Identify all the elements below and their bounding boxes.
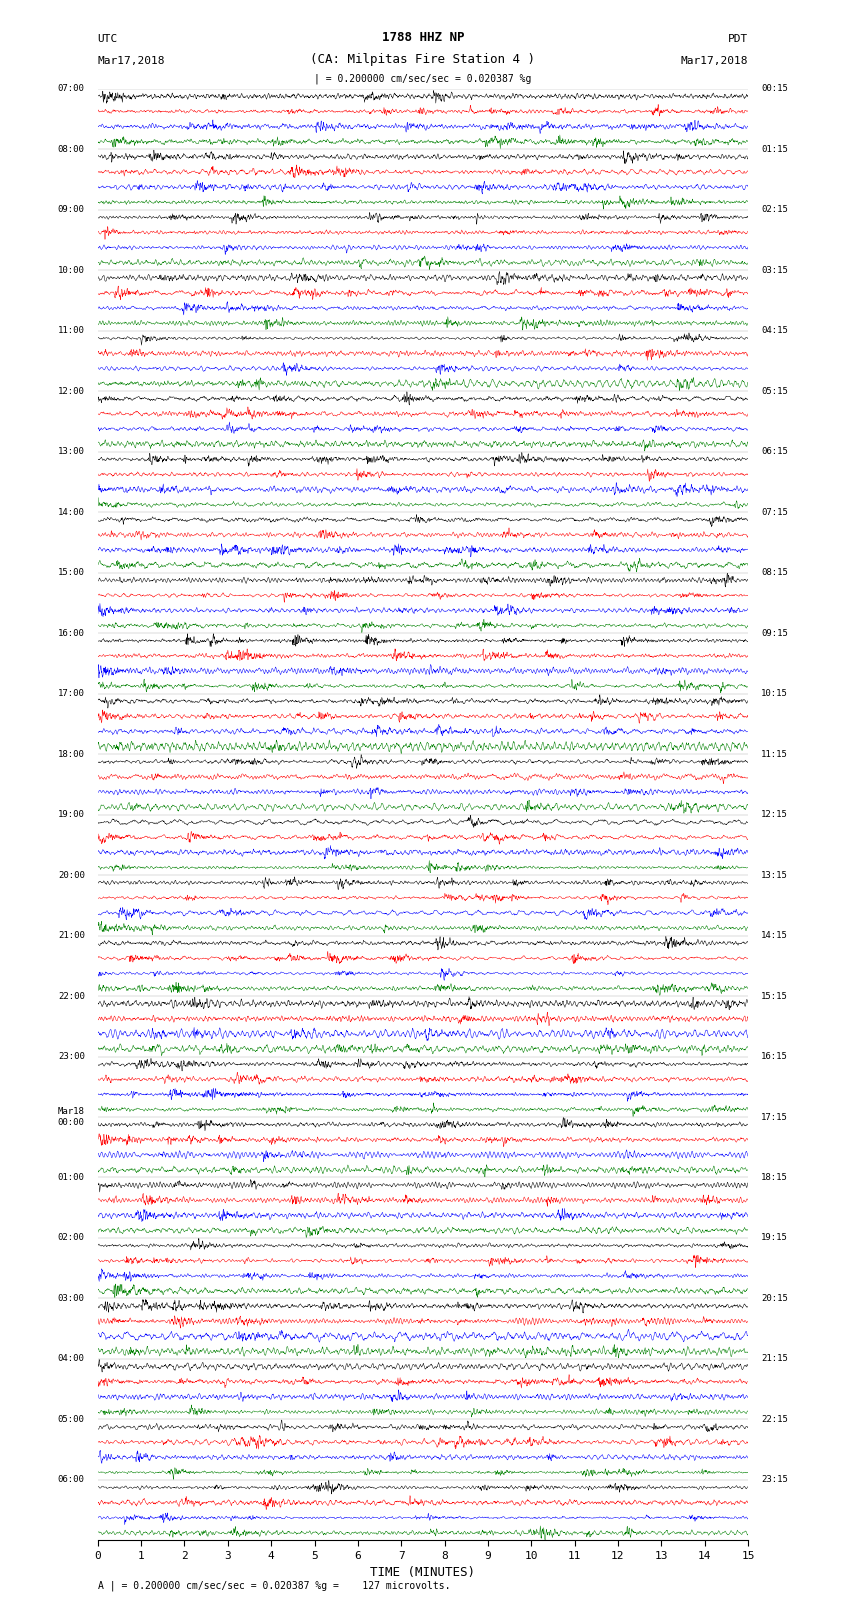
Text: 02:00: 02:00 [58, 1234, 85, 1242]
Text: 05:00: 05:00 [58, 1415, 85, 1424]
Text: 13:00: 13:00 [58, 447, 85, 456]
Text: 08:15: 08:15 [761, 568, 788, 577]
Text: 12:15: 12:15 [761, 810, 788, 819]
Text: 15:00: 15:00 [58, 568, 85, 577]
Text: 09:15: 09:15 [761, 629, 788, 637]
Text: 17:00: 17:00 [58, 689, 85, 698]
Text: 08:00: 08:00 [58, 145, 85, 153]
Text: 12:00: 12:00 [58, 387, 85, 395]
Text: 23:00: 23:00 [58, 1052, 85, 1061]
Text: 15:15: 15:15 [761, 992, 788, 1000]
Text: 16:00: 16:00 [58, 629, 85, 637]
Text: 16:15: 16:15 [761, 1052, 788, 1061]
Text: 18:00: 18:00 [58, 750, 85, 758]
Text: 10:00: 10:00 [58, 266, 85, 274]
Text: Mar17,2018: Mar17,2018 [681, 56, 748, 66]
Text: 21:00: 21:00 [58, 931, 85, 940]
Text: 11:00: 11:00 [58, 326, 85, 336]
Text: 01:00: 01:00 [58, 1173, 85, 1182]
Text: 07:15: 07:15 [761, 508, 788, 516]
Text: 14:15: 14:15 [761, 931, 788, 940]
Text: 02:15: 02:15 [761, 205, 788, 215]
Text: (CA: Milpitas Fire Station 4 ): (CA: Milpitas Fire Station 4 ) [310, 53, 536, 66]
Text: 07:00: 07:00 [58, 84, 85, 94]
Text: 22:15: 22:15 [761, 1415, 788, 1424]
Text: | = 0.200000 cm/sec/sec = 0.020387 %g: | = 0.200000 cm/sec/sec = 0.020387 %g [314, 73, 531, 84]
Text: 09:00: 09:00 [58, 205, 85, 215]
Text: 04:15: 04:15 [761, 326, 788, 336]
Text: UTC: UTC [98, 34, 118, 44]
Text: 19:15: 19:15 [761, 1234, 788, 1242]
Text: 05:15: 05:15 [761, 387, 788, 395]
Text: 06:15: 06:15 [761, 447, 788, 456]
Text: 19:00: 19:00 [58, 810, 85, 819]
Text: 1788 HHZ NP: 1788 HHZ NP [382, 31, 464, 44]
Text: 03:15: 03:15 [761, 266, 788, 274]
Text: 13:15: 13:15 [761, 871, 788, 879]
Text: 01:15: 01:15 [761, 145, 788, 153]
Text: Mar17,2018: Mar17,2018 [98, 56, 165, 66]
Text: 03:00: 03:00 [58, 1294, 85, 1303]
Text: 17:15: 17:15 [761, 1113, 788, 1121]
Text: 22:00: 22:00 [58, 992, 85, 1000]
Text: 21:15: 21:15 [761, 1355, 788, 1363]
Text: 04:00: 04:00 [58, 1355, 85, 1363]
Text: 18:15: 18:15 [761, 1173, 788, 1182]
X-axis label: TIME (MINUTES): TIME (MINUTES) [371, 1566, 475, 1579]
Text: 14:00: 14:00 [58, 508, 85, 516]
Text: 23:15: 23:15 [761, 1476, 788, 1484]
Text: Mar18
00:00: Mar18 00:00 [58, 1107, 85, 1127]
Text: 11:15: 11:15 [761, 750, 788, 758]
Text: 00:15: 00:15 [761, 84, 788, 94]
Text: PDT: PDT [728, 34, 748, 44]
Text: 20:15: 20:15 [761, 1294, 788, 1303]
Text: 10:15: 10:15 [761, 689, 788, 698]
Text: 06:00: 06:00 [58, 1476, 85, 1484]
Text: A | = 0.200000 cm/sec/sec = 0.020387 %g =    127 microvolts.: A | = 0.200000 cm/sec/sec = 0.020387 %g … [98, 1581, 451, 1592]
Text: 20:00: 20:00 [58, 871, 85, 879]
